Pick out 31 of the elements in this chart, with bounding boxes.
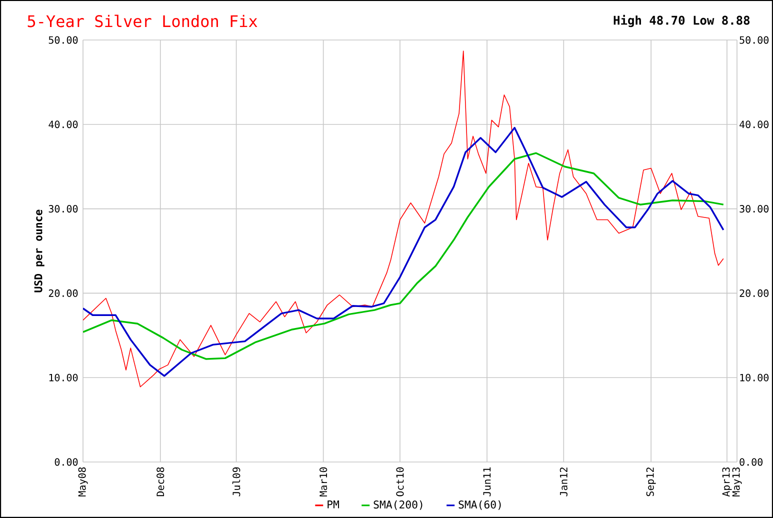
chart-title: 5-Year Silver London Fix (28, 14, 258, 28)
legend-label: PM (328, 500, 339, 508)
y-tick-label: 0.00 (54, 458, 78, 466)
y-tick-label: 20.00 (48, 289, 78, 297)
y2-tick-label: 10.00 (740, 374, 769, 382)
y-tick-label: 50.00 (48, 36, 78, 44)
x-tick-label: Apr13 (722, 467, 732, 497)
x-tick-label: Jul09 (232, 467, 240, 496)
y-tick-label: 30.00 (48, 205, 78, 213)
chart-subtitle: High 48.70 Low 8.88 (614, 14, 750, 28)
x-tick-label: Mar10 (320, 467, 328, 496)
legend-label: SMA(60) (458, 500, 501, 510)
line-series (83, 50, 724, 388)
y2-tick-label: 20.00 (740, 289, 769, 297)
x-tick-label: Dec08 (156, 467, 164, 496)
y-tick-label: 40.00 (48, 120, 78, 128)
x-tick-label: May08 (78, 467, 88, 496)
y-axis-title: USD per ounce (34, 210, 44, 292)
line-series (83, 152, 724, 360)
legend-label: SMA(200) (374, 500, 422, 510)
x-tick-label: May13 (732, 467, 742, 496)
y2-tick-label: 40.00 (740, 120, 769, 128)
x-tick-label: Jan12 (560, 468, 568, 496)
x-tick-label: Sep12 (646, 468, 656, 496)
x-tick-label: Jun11 (483, 467, 491, 496)
x-tick-label: Oct10 (396, 467, 404, 496)
y-tick-label: 10.00 (49, 374, 78, 382)
y2-tick-label: 50.00 (740, 36, 769, 44)
line-series (83, 126, 724, 377)
y2-tick-label: 0.00 (740, 458, 762, 466)
y2-tick-label: 30.00 (740, 205, 769, 213)
